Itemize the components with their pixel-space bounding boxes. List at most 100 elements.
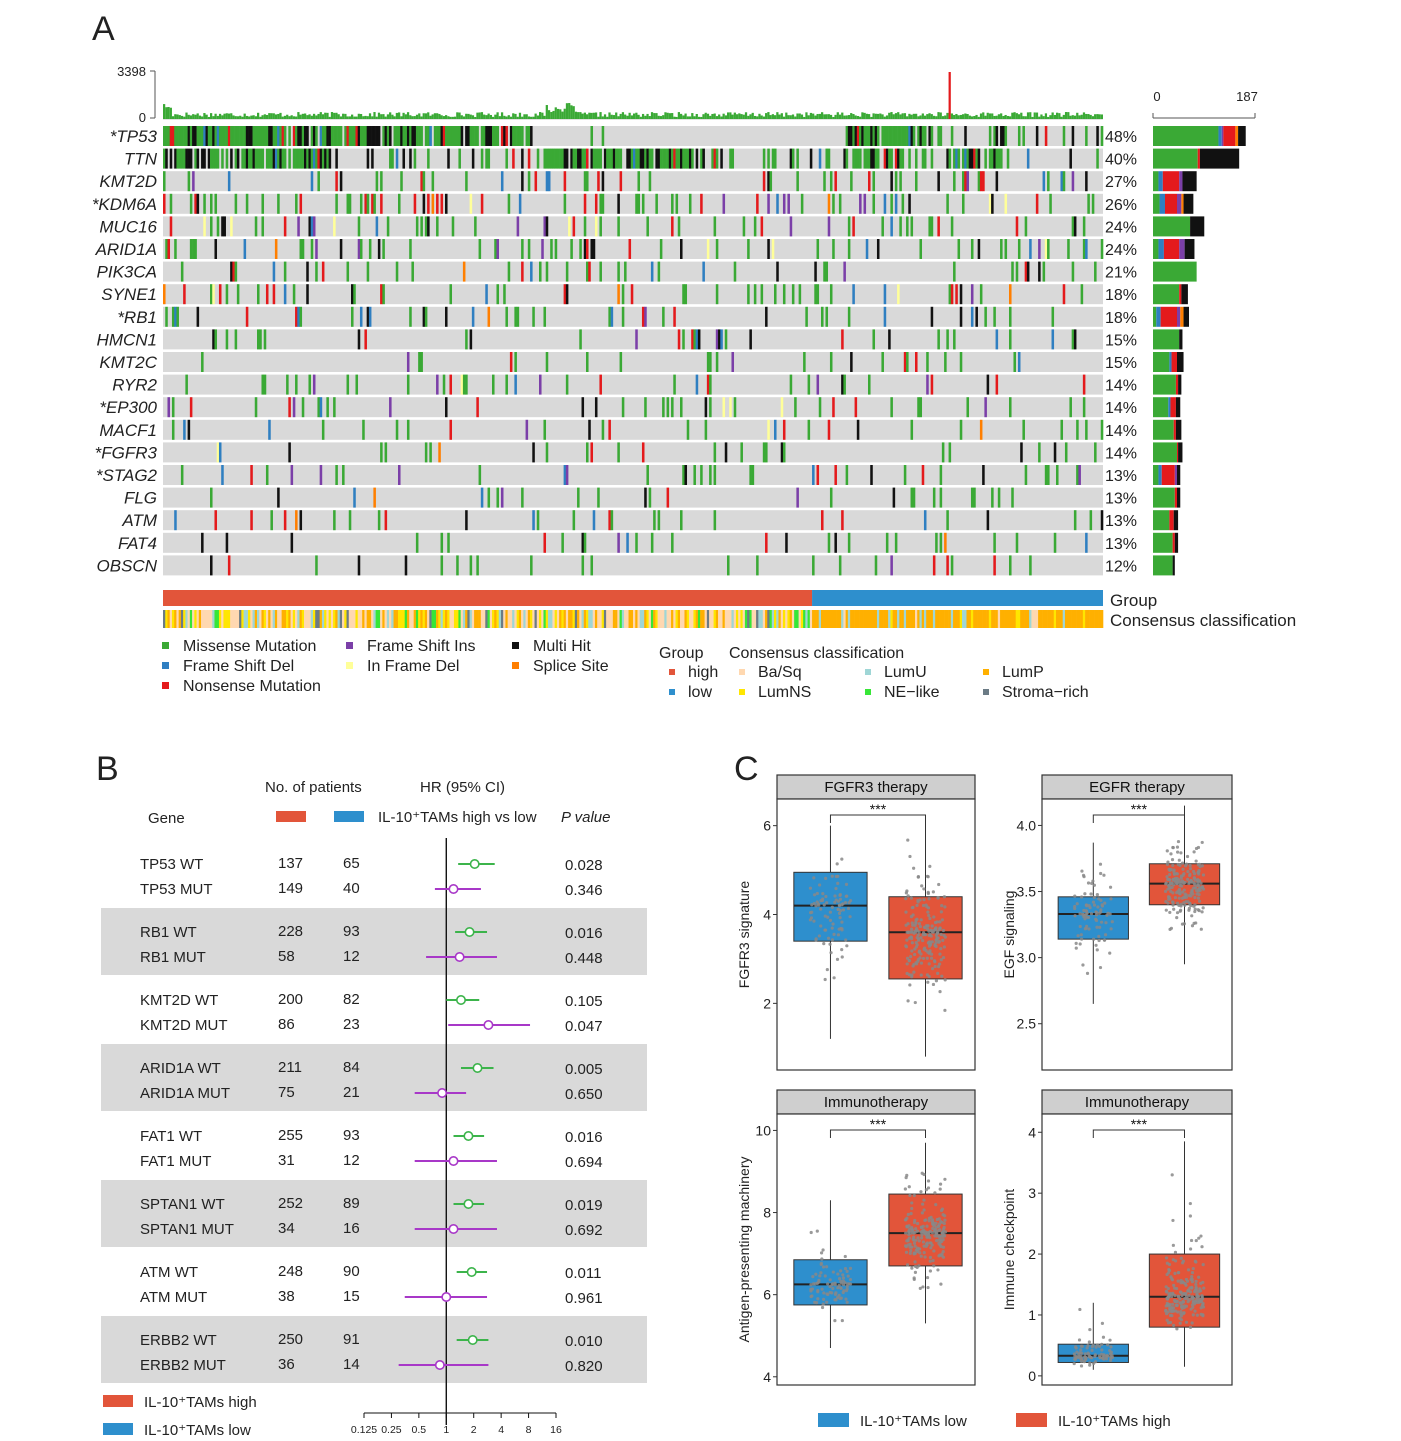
mutation-cell xyxy=(762,442,766,463)
mutation-cell xyxy=(812,465,815,485)
consensus-cell xyxy=(628,610,632,628)
consensus-cell xyxy=(695,610,699,628)
burden-bar xyxy=(729,112,732,119)
mutation-cell xyxy=(1096,148,1099,169)
forest-row-low-count: 12 xyxy=(343,1152,360,1169)
boxplot-jitter-point xyxy=(1179,1290,1183,1295)
mutation-cell xyxy=(167,126,171,146)
boxplot-jitter-point xyxy=(1173,1298,1177,1303)
mutation-cell xyxy=(335,171,338,192)
mutation-cell xyxy=(776,193,779,214)
mutation-cell xyxy=(906,126,909,146)
forest-row-high-count: 58 xyxy=(278,948,295,965)
consensus-cell xyxy=(1062,610,1066,628)
boxplot-jitter-point xyxy=(1168,881,1172,885)
mutation-cell xyxy=(487,126,491,146)
forest-row-p-value: 0.028 xyxy=(565,857,603,874)
mutation-cell xyxy=(948,148,952,169)
mutation-cell xyxy=(697,329,701,350)
mutation-cell xyxy=(364,193,367,214)
mutation-cell xyxy=(324,126,327,146)
gene-count-segment xyxy=(1238,126,1246,146)
burden-bar xyxy=(1011,112,1014,119)
boxplot-jitter-point xyxy=(932,959,937,963)
consensus-cell xyxy=(872,610,876,628)
mutation-cell xyxy=(556,148,560,169)
boxplot-jitter-point xyxy=(1171,845,1175,850)
burden-bar xyxy=(384,116,387,119)
mutation-cell xyxy=(503,284,506,305)
mutation-cell xyxy=(241,148,244,169)
burden-bar xyxy=(386,114,390,119)
mutation-cell xyxy=(881,352,884,372)
mutation-cell xyxy=(782,442,786,463)
boxplot-jitter-point xyxy=(1173,878,1177,883)
mutation-cell xyxy=(713,148,717,169)
mutation-cell xyxy=(1042,261,1046,282)
mutation-cell xyxy=(581,148,585,169)
burden-bar xyxy=(265,114,269,119)
consensus-cell xyxy=(570,610,573,628)
mutation-cell xyxy=(547,148,551,169)
boxplot-jitter-point xyxy=(1078,924,1082,929)
mutation-cell xyxy=(800,193,804,214)
burden-bar xyxy=(836,112,839,119)
boxplot-jitter-point xyxy=(839,1286,843,1290)
burden-bar xyxy=(982,112,985,119)
consensus-cell xyxy=(483,610,486,628)
burden-bar xyxy=(986,112,989,119)
mutation-cell xyxy=(554,239,558,259)
boxplot-jitter-point xyxy=(941,1213,945,1217)
gene-label: FAT4 xyxy=(118,534,157,553)
boxplot-jitter-point xyxy=(915,943,919,947)
mutation-cell xyxy=(881,216,884,237)
mutation-cell xyxy=(420,171,423,192)
boxplot-jitter-point xyxy=(1197,1236,1201,1240)
mutation-cell xyxy=(953,261,956,282)
boxplot-jitter-point xyxy=(1167,878,1172,882)
mutation-cell xyxy=(682,284,685,305)
burden-bar xyxy=(1038,116,1041,119)
boxplot-jitter-point xyxy=(904,944,908,948)
mutation-cell xyxy=(194,193,197,214)
boxplot-jitter-point xyxy=(1176,1271,1180,1275)
burden-bar xyxy=(185,112,188,119)
burden-bar xyxy=(169,107,172,119)
forest-header-low-swatch xyxy=(334,811,364,822)
boxplot-jitter-point xyxy=(834,898,838,902)
boxplot-jitter-point xyxy=(942,1232,946,1237)
mutation-cell xyxy=(767,239,770,259)
burden-bar xyxy=(368,113,372,119)
boxplot-jitter-point xyxy=(1165,1296,1169,1300)
consensus-cell xyxy=(427,610,430,628)
boxplot-jitter-point xyxy=(1171,1323,1176,1327)
boxplot-jitter-point xyxy=(1192,1302,1197,1306)
boxplot-jitter-point xyxy=(936,971,940,975)
mutation-cell xyxy=(977,239,981,259)
boxplot-jitter-point xyxy=(1194,1279,1198,1283)
burden-bar xyxy=(1064,112,1068,119)
burden-bar xyxy=(205,114,208,119)
boxplot-jitter-point xyxy=(912,1231,916,1235)
consensus-cell xyxy=(765,610,768,628)
boxplot-jitter-point xyxy=(812,876,816,880)
consensus-cell xyxy=(194,610,197,628)
burden-bar xyxy=(758,113,761,119)
consensus-cell xyxy=(979,610,983,628)
boxplot-jitter-point xyxy=(844,882,849,886)
burden-bar xyxy=(272,113,275,119)
boxplot-jitter-point xyxy=(936,936,940,940)
mutation-cell xyxy=(894,193,898,214)
boxplot-jitter-point xyxy=(917,922,922,926)
forest-row-gene: SPTAN1 WT xyxy=(140,1196,225,1213)
boxplot-jitter-point xyxy=(1105,1353,1109,1358)
mutation-cell xyxy=(458,148,461,169)
forest-shade-band xyxy=(101,1316,647,1383)
boxplot-jitter-point xyxy=(1084,903,1088,907)
legend-label: high xyxy=(688,664,718,681)
boxplot-jitter-point xyxy=(1183,1292,1188,1297)
boxplot-jitter-point xyxy=(1176,862,1180,867)
mutation-cell xyxy=(391,148,394,169)
mutation-cell xyxy=(923,126,927,146)
boxplot-jitter-point xyxy=(1188,867,1193,871)
